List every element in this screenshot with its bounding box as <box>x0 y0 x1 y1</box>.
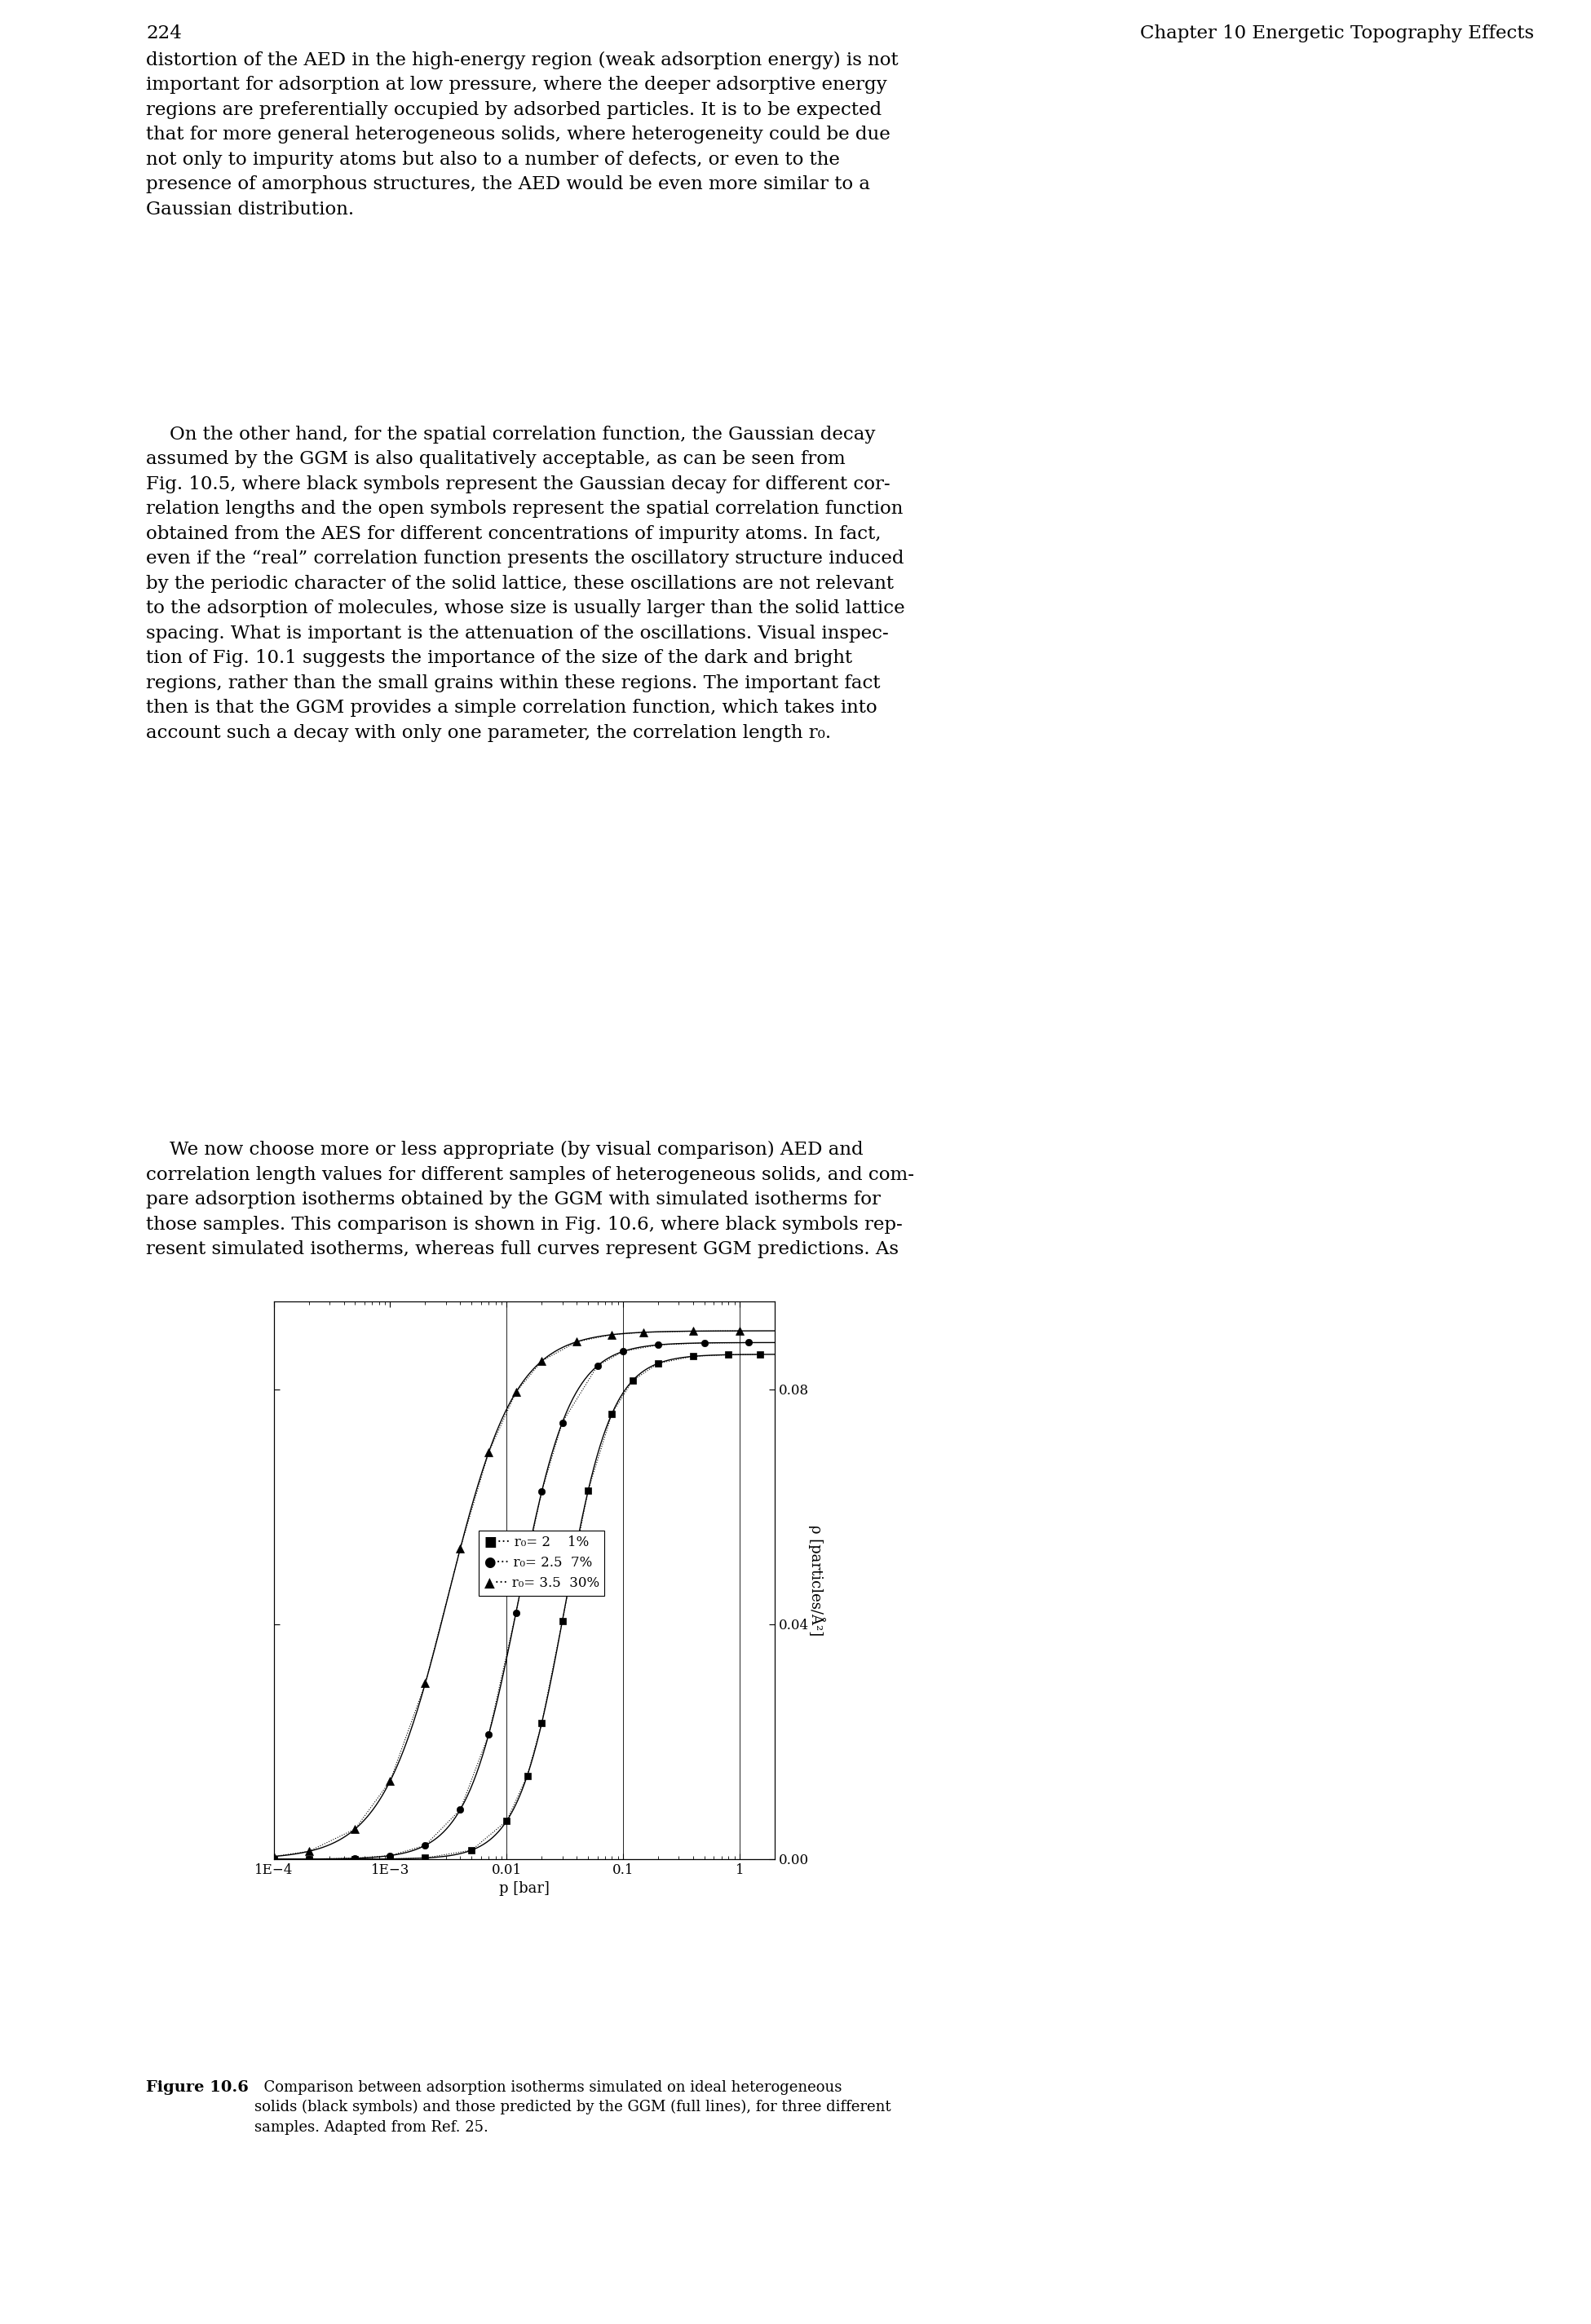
Text: Figure 10.6: Figure 10.6 <box>146 2080 250 2094</box>
Text: On the other hand, for the spatial correlation function, the Gaussian decay
assu: On the other hand, for the spatial corre… <box>146 425 905 741</box>
Text: Chapter 10 Energetic Topography Effects: Chapter 10 Energetic Topography Effects <box>1139 23 1534 42</box>
Text: We now choose more or less appropriate (by visual comparison) AED and
correlatio: We now choose more or less appropriate (… <box>146 1141 915 1260</box>
Text: Comparison between adsorption isotherms simulated on ideal heterogeneous
solids : Comparison between adsorption isotherms … <box>255 2080 891 2133</box>
Y-axis label: ρ [particles/Å²]: ρ [particles/Å²] <box>808 1525 824 1636</box>
Text: 224: 224 <box>146 23 181 42</box>
Text: ■··· r₀= 2    1%
●··· r₀= 2.5  7%
▲··· r₀= 3.5  30%: ■··· r₀= 2 1% ●··· r₀= 2.5 7% ▲··· r₀= 3… <box>484 1536 600 1590</box>
Text: distortion of the AED in the high-energy region (weak adsorption energy) is not
: distortion of the AED in the high-energy… <box>146 51 899 218</box>
X-axis label: p [bar]: p [bar] <box>500 1882 549 1896</box>
